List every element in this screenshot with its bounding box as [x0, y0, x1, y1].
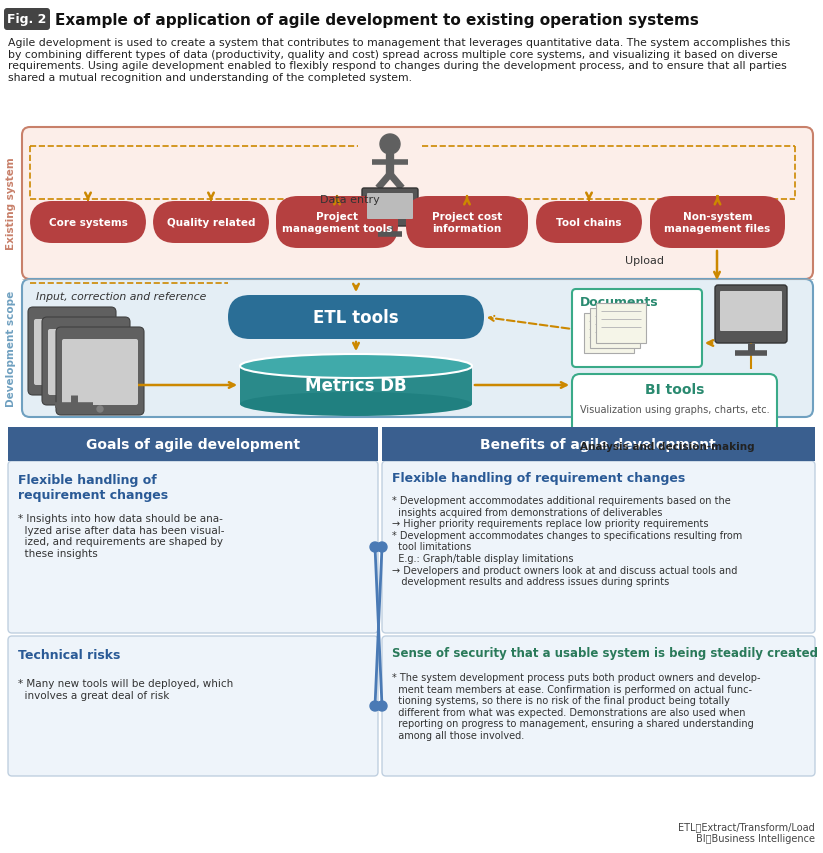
Ellipse shape	[240, 392, 472, 416]
Text: * Development accommodates additional requirements based on the
  insights acqui: * Development accommodates additional re…	[392, 496, 742, 587]
Text: Flexible handling of requirement changes: Flexible handling of requirement changes	[392, 472, 686, 485]
FancyBboxPatch shape	[382, 461, 815, 633]
Text: Project cost
information: Project cost information	[432, 212, 502, 234]
Text: Flexible handling of
requirement changes: Flexible handling of requirement changes	[18, 473, 168, 502]
Circle shape	[370, 543, 380, 553]
Text: Documents: Documents	[580, 296, 658, 309]
Text: * The system development process puts both product owners and develop-
  ment te: * The system development process puts bo…	[392, 672, 760, 740]
Text: Example of application of agile development to existing operation systems: Example of application of agile developm…	[55, 13, 699, 27]
Text: Analysis and decision-making: Analysis and decision-making	[580, 442, 755, 451]
FancyBboxPatch shape	[8, 636, 378, 776]
Text: Goals of agile development: Goals of agile development	[86, 438, 300, 451]
FancyBboxPatch shape	[4, 9, 50, 31]
Text: Metrics DB: Metrics DB	[305, 376, 407, 395]
FancyBboxPatch shape	[228, 296, 484, 339]
Text: Agile development is used to create a system that contributes to management that: Agile development is used to create a sy…	[8, 38, 790, 83]
Text: Input, correction and reference: Input, correction and reference	[36, 292, 207, 302]
FancyBboxPatch shape	[596, 304, 646, 344]
Ellipse shape	[240, 355, 472, 379]
Text: Existing system: Existing system	[6, 158, 16, 250]
FancyBboxPatch shape	[56, 328, 144, 415]
Text: Visualization using graphs, charts, etc.: Visualization using graphs, charts, etc.	[579, 404, 770, 415]
Circle shape	[377, 543, 387, 553]
Text: Tool chains: Tool chains	[556, 218, 621, 228]
Text: Core systems: Core systems	[49, 218, 128, 228]
FancyBboxPatch shape	[715, 286, 787, 344]
Text: Development scope: Development scope	[6, 291, 16, 407]
Text: Sense of security that a usable system is being steadily created: Sense of security that a usable system i…	[392, 647, 818, 659]
FancyBboxPatch shape	[30, 202, 146, 244]
FancyBboxPatch shape	[650, 197, 785, 249]
FancyBboxPatch shape	[572, 374, 777, 437]
Circle shape	[97, 407, 103, 413]
Text: ETL tools: ETL tools	[314, 309, 399, 327]
Text: Project
management tools: Project management tools	[281, 212, 393, 234]
Text: Technical risks: Technical risks	[18, 648, 120, 661]
Text: * Insights into how data should be ana-
  lyzed arise after data has been visual: * Insights into how data should be ana- …	[18, 514, 225, 558]
Text: ETL：Extract/Transform/Load: ETL：Extract/Transform/Load	[678, 821, 815, 831]
Bar	[240, 367, 472, 404]
Bar	[382, 427, 815, 461]
FancyBboxPatch shape	[382, 636, 815, 776]
FancyBboxPatch shape	[22, 128, 813, 280]
Text: * Many new tools will be deployed, which
  involves a great deal of risk: * Many new tools will be deployed, which…	[18, 678, 233, 699]
FancyBboxPatch shape	[153, 202, 269, 244]
FancyBboxPatch shape	[590, 309, 640, 349]
Circle shape	[69, 386, 75, 392]
Text: Benefits of agile development: Benefits of agile development	[480, 438, 716, 451]
FancyBboxPatch shape	[42, 317, 130, 405]
FancyBboxPatch shape	[720, 292, 782, 332]
FancyBboxPatch shape	[362, 189, 418, 227]
FancyBboxPatch shape	[276, 197, 398, 249]
FancyBboxPatch shape	[367, 194, 413, 220]
Text: BI：Business Intelligence: BI：Business Intelligence	[696, 833, 815, 843]
Bar	[8, 427, 378, 461]
Text: BI tools: BI tools	[644, 382, 704, 397]
Circle shape	[380, 135, 400, 154]
FancyBboxPatch shape	[584, 314, 634, 354]
FancyBboxPatch shape	[34, 320, 110, 386]
FancyBboxPatch shape	[28, 308, 116, 396]
FancyBboxPatch shape	[8, 461, 378, 633]
Text: Fig. 2: Fig. 2	[7, 14, 47, 26]
Circle shape	[370, 701, 380, 711]
FancyBboxPatch shape	[22, 280, 813, 417]
FancyBboxPatch shape	[536, 202, 642, 244]
FancyBboxPatch shape	[406, 197, 528, 249]
FancyBboxPatch shape	[48, 329, 124, 396]
FancyBboxPatch shape	[62, 339, 138, 405]
Text: Upload: Upload	[625, 256, 664, 265]
Text: Quality related: Quality related	[167, 218, 255, 228]
Circle shape	[83, 397, 89, 403]
FancyBboxPatch shape	[572, 290, 702, 368]
Text: Data entry: Data entry	[320, 194, 379, 205]
Circle shape	[377, 701, 387, 711]
Text: Non-system
management files: Non-system management files	[664, 212, 770, 234]
